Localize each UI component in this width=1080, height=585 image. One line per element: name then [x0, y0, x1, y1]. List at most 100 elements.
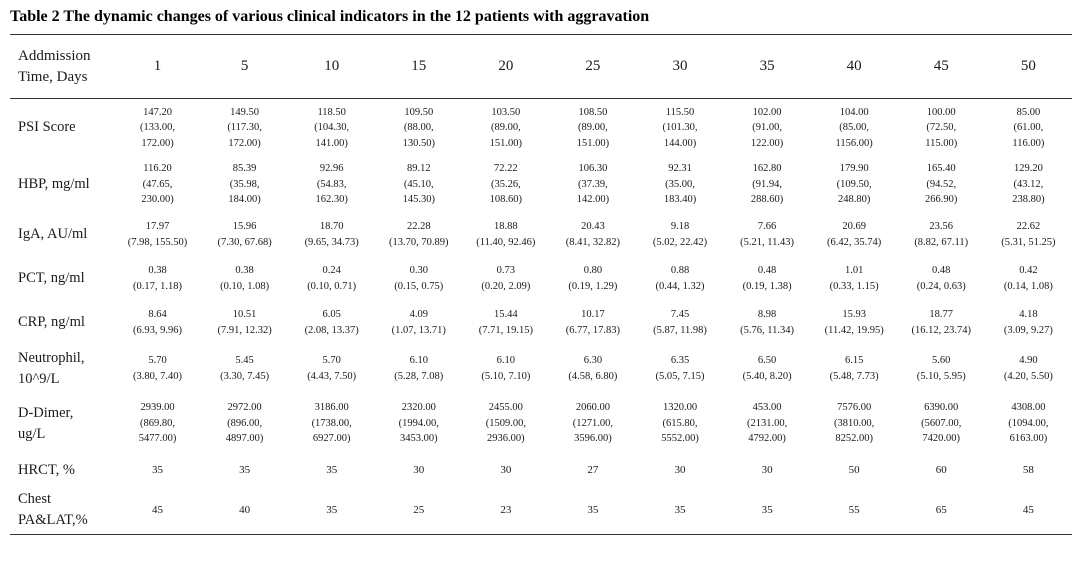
- data-cell: 6.30 (4.58, 6.80): [549, 345, 636, 393]
- data-cell: 35: [288, 486, 376, 535]
- data-cell: 0.38 (0.17, 1.18): [114, 257, 201, 301]
- table-row: Neutrophil, 10^9/L 5.70 (3.80, 7.40) 5.45 (3.…: [10, 345, 1072, 393]
- cell-range: (72.50,: [926, 122, 957, 133]
- cell-range: 122.00): [750, 137, 784, 149]
- cell-range: (1509.00,: [485, 417, 526, 429]
- cell-range: (13.70, 70.89): [389, 236, 449, 248]
- data-cell: 3186.00 (1738.00, 6927.00): [288, 393, 375, 455]
- cell-range: 151.00): [576, 137, 610, 149]
- cell-median: 4.18: [1019, 309, 1038, 320]
- cell-median: 85.39: [232, 163, 257, 175]
- cell-range: 172.00): [141, 137, 174, 149]
- data-cell: 0.80 (0.19, 1.29): [549, 257, 636, 301]
- cell-median: 0.30: [409, 265, 428, 276]
- day-header: 45: [897, 34, 985, 99]
- cell-median: 3186.00: [314, 402, 349, 414]
- row-label: Chest PA&LAT,%: [10, 486, 114, 535]
- cell-range: (11.42, 19.95): [824, 324, 884, 336]
- day-header: 35: [723, 34, 811, 99]
- cell-median: 35: [674, 503, 686, 516]
- cell-range: (45.10,: [403, 178, 434, 190]
- data-cell: 2455.00 (1509.00, 2936.00): [462, 393, 549, 455]
- cell-range: (101.30,: [662, 122, 698, 133]
- day-header: 10: [288, 34, 376, 99]
- admission-time-header: Addmission Time, Days: [10, 34, 114, 99]
- cell-range: (5.05, 7.15): [655, 370, 705, 382]
- data-cell: 6.50 (5.40, 8.20): [724, 345, 811, 393]
- cell-median: 106.30: [578, 163, 608, 175]
- data-cell: 108.50 (89.00, 151.00): [549, 99, 636, 157]
- cell-range: (43.12,: [1013, 178, 1044, 190]
- cell-median: 100.00: [926, 106, 956, 118]
- cell-range: (5.31, 51.25): [1001, 236, 1056, 248]
- data-cell: 100.00 (72.50, 115.00): [898, 99, 985, 157]
- cell-range: (5.40, 8.20): [742, 370, 792, 382]
- data-cell: 30: [462, 455, 549, 487]
- row-label-line: HBP, mg/ml: [18, 176, 90, 192]
- cell-range: (104.30,: [314, 122, 350, 133]
- cell-median: 92.96: [319, 163, 344, 175]
- cell-range: (1738.00,: [311, 417, 352, 429]
- cell-median: 10.51: [232, 309, 257, 320]
- data-cell: 7.66 (5.21, 11.43): [724, 213, 811, 257]
- cell-range: 108.60): [489, 194, 523, 206]
- cell-median: 18.88: [494, 221, 518, 232]
- cell-range: (8.41, 32.82): [565, 236, 621, 248]
- cell-median: 50: [848, 463, 860, 476]
- cell-range: 183.40): [663, 194, 697, 206]
- cell-range: (0.15, 0.75): [394, 280, 444, 292]
- data-cell: 147.20 (133.00, 172.00): [114, 99, 201, 157]
- cell-range: 145.30): [402, 194, 435, 206]
- cell-range: (35.00,: [665, 178, 695, 190]
- data-cell: 8.64 (6.93, 9.96): [114, 301, 201, 345]
- cell-median: 22.28: [406, 221, 431, 232]
- data-cell: 4.90 (4.20, 5.50): [985, 345, 1072, 393]
- data-cell: 15.93 (11.42, 19.95): [811, 301, 898, 345]
- data-cell: 85.00 (61.00, 116.00): [985, 99, 1072, 157]
- data-cell: 72.22 (35.26, 108.60): [462, 157, 549, 213]
- cell-median: 35: [326, 503, 338, 516]
- data-cell: 109.50 (88.00, 130.50): [375, 99, 462, 157]
- cell-median: 15.96: [232, 221, 257, 232]
- data-cell: 6.05 (2.08, 13.37): [288, 301, 375, 345]
- cell-range: (5.10, 7.10): [481, 370, 531, 382]
- cell-median: 2060.00: [575, 402, 610, 414]
- data-cell: 0.48 (0.24, 0.63): [898, 257, 985, 301]
- cell-median: 2455.00: [488, 402, 523, 414]
- cell-range: (1094.00,: [1008, 417, 1049, 429]
- cell-range: (896.00,: [227, 417, 263, 429]
- cell-median: 103.50: [491, 106, 521, 118]
- cell-median: 0.24: [322, 265, 341, 276]
- table-body: PSI Score 147.20 (133.00, 172.00) 149.50 (117…: [10, 99, 1072, 535]
- data-cell: 22.62 (5.31, 51.25): [985, 213, 1072, 257]
- cell-range: (2.08, 13.37): [304, 324, 359, 336]
- data-cell: 65: [897, 486, 985, 535]
- cell-range: (35.26,: [490, 178, 521, 190]
- cell-median: 5.60: [932, 355, 951, 366]
- day-header: 25: [549, 34, 637, 99]
- header-label-line: Time, Days: [18, 68, 88, 85]
- cell-range: 6163.00): [1009, 433, 1048, 445]
- cell-median: 7576.00: [837, 402, 872, 414]
- data-cell: 4.18 (3.09, 9.27): [985, 301, 1072, 345]
- cell-median: 179.90: [839, 163, 869, 175]
- data-cell: 2972.00 (896.00, 4897.00): [201, 393, 288, 455]
- cell-median: 0.73: [496, 265, 516, 276]
- data-cell: 10.51 (7.91, 12.32): [201, 301, 288, 345]
- table-row: HRCT, % 35 35 35 30 30 27 30 30 50 60 58: [10, 455, 1072, 487]
- cell-median: 162.80: [752, 163, 782, 175]
- cell-median: 0.38: [235, 265, 254, 276]
- cell-median: 109.50: [404, 106, 434, 118]
- cell-median: 6.35: [670, 355, 690, 366]
- cell-range: (3.80, 7.40): [133, 370, 183, 382]
- cell-range: (5.76, 11.34): [740, 324, 795, 336]
- data-cell: 85.39 (35.98, 184.00): [201, 157, 288, 213]
- cell-range: (6.77, 17.83): [565, 324, 621, 336]
- cell-median: 23: [500, 503, 512, 516]
- cell-range: (2131.00,: [746, 417, 788, 429]
- data-cell: 9.18 (5.02, 22.42): [636, 213, 723, 257]
- cell-median: 453.00: [752, 402, 782, 414]
- data-cell: 6.10 (5.10, 7.10): [462, 345, 549, 393]
- data-cell: 50: [811, 455, 898, 487]
- cell-median: 55: [848, 503, 860, 516]
